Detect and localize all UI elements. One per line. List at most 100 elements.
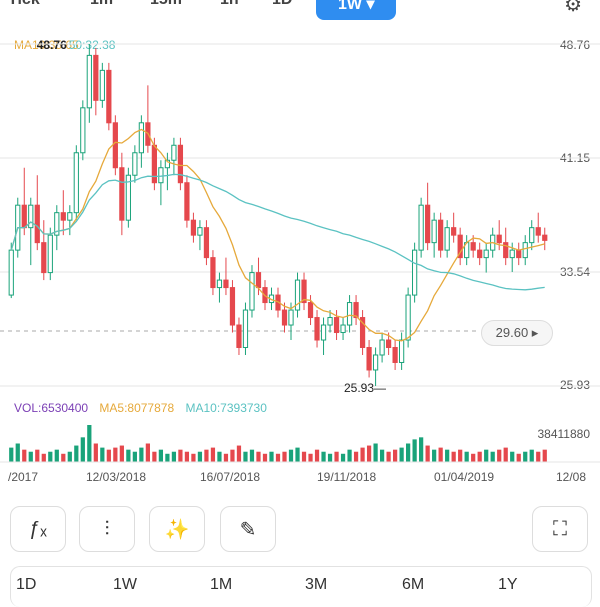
volume-bar xyxy=(536,451,541,462)
candle-down xyxy=(21,204,27,229)
range-1y[interactable]: 1Y xyxy=(498,576,518,593)
tab-1m[interactable]: 1m xyxy=(90,0,113,9)
volume-bar xyxy=(366,445,372,462)
volume-bar xyxy=(113,447,118,462)
volume-bar xyxy=(152,451,157,462)
candle-down xyxy=(106,69,112,124)
candle-up xyxy=(197,227,203,236)
volume-bar xyxy=(458,449,463,462)
volume-bar xyxy=(236,445,242,462)
candle-up xyxy=(340,324,346,334)
candle-up xyxy=(294,279,301,311)
gear-icon[interactable]: ⚙ xyxy=(564,0,582,16)
volume-bar xyxy=(126,449,131,462)
volume-bar xyxy=(301,451,307,462)
volume-bar xyxy=(22,449,27,462)
candlestick-chart[interactable] xyxy=(0,0,600,470)
candle-up xyxy=(28,204,34,229)
fullscreen-button[interactable]: ⛶ xyxy=(532,506,588,552)
candle-down xyxy=(359,317,366,349)
volume-bar xyxy=(425,445,430,462)
volume-bar xyxy=(191,453,196,462)
volume-bar xyxy=(438,447,443,462)
candle-down xyxy=(93,54,99,101)
volume-bar xyxy=(360,447,365,462)
volume-bar xyxy=(321,451,326,462)
candle-up xyxy=(399,339,405,363)
candle-up xyxy=(249,272,255,311)
candle-down xyxy=(314,317,320,341)
range-1d[interactable]: 1D xyxy=(16,576,37,593)
candle-up xyxy=(67,212,73,221)
candle-down xyxy=(41,242,47,274)
volume-bar xyxy=(9,447,14,462)
vol-ma5: MA5:8077878 xyxy=(99,401,175,415)
range-3m[interactable]: 3M xyxy=(305,576,328,593)
candle-down xyxy=(353,302,359,319)
volume-bar xyxy=(373,443,378,462)
volume-bar xyxy=(217,451,222,462)
tab-1w[interactable]: 1W ▾ xyxy=(316,0,397,20)
last-price-pill[interactable]: 29.60 ▸ xyxy=(481,320,553,346)
draw-button[interactable]: ✎ xyxy=(220,506,276,552)
date-label: 12/08 xyxy=(556,470,587,484)
volume-bar xyxy=(503,447,508,462)
volume-bar xyxy=(197,451,203,462)
volume-bar xyxy=(230,449,235,462)
range-6m[interactable]: 6M xyxy=(402,576,425,593)
range-1w[interactable]: 1W xyxy=(113,576,137,593)
volume-bar xyxy=(406,443,411,462)
candle-down xyxy=(112,122,118,169)
volume-bar xyxy=(35,449,40,462)
candle-down xyxy=(223,279,229,289)
range-selector xyxy=(10,566,592,607)
candle-down xyxy=(457,234,463,259)
volume-bar xyxy=(28,451,33,462)
min-price-label: 25.93— xyxy=(344,381,387,395)
candle-down xyxy=(236,324,242,349)
volume-bar xyxy=(243,451,248,462)
volume-bar xyxy=(132,451,137,462)
candle-up xyxy=(47,234,53,274)
candle-type-button[interactable]: ⫶ xyxy=(79,506,135,552)
candle-down xyxy=(392,347,398,363)
candle-down xyxy=(255,272,262,289)
volume-bar xyxy=(61,453,66,462)
volume-bar xyxy=(269,451,274,462)
volume-bar xyxy=(87,425,92,462)
candle-up xyxy=(320,324,327,341)
volume-bar xyxy=(510,451,515,462)
tab-1d[interactable]: 1D xyxy=(272,0,292,9)
tab-tick[interactable]: Tick xyxy=(8,0,40,9)
volume-bar xyxy=(262,453,268,462)
volume-bar xyxy=(67,451,72,462)
volume-bar xyxy=(145,443,150,462)
volume-bar xyxy=(445,449,450,462)
ma-legend: MA10:35.6548.76 50:32.38 xyxy=(14,38,117,52)
volume-bar xyxy=(184,451,190,462)
range-1m[interactable]: 1M xyxy=(210,576,233,593)
candle-up xyxy=(125,174,131,221)
volume-bar xyxy=(249,449,255,462)
candle-up xyxy=(164,159,171,169)
candle-up xyxy=(431,219,437,244)
volume-bar xyxy=(100,447,105,462)
candle-up xyxy=(444,227,450,251)
volume-bar xyxy=(516,453,521,462)
candle-up xyxy=(529,227,535,244)
candle-down xyxy=(451,227,457,236)
tab-1h[interactable]: 1h xyxy=(220,0,239,9)
candle-up xyxy=(138,122,144,154)
candle-up xyxy=(216,279,223,289)
volume-bar xyxy=(386,451,391,462)
vol-ma10: MA10:7393730 xyxy=(185,401,267,415)
candle-down xyxy=(203,227,210,259)
ma10-value: MA10:35.65 xyxy=(14,38,79,52)
candle-up xyxy=(8,249,14,296)
candle-down xyxy=(496,234,502,244)
indicator-button[interactable]: ƒₓ xyxy=(10,506,66,552)
tab-15m[interactable]: 15m xyxy=(150,0,182,9)
ai-analysis-button[interactable]: ✨ xyxy=(149,506,205,552)
candle-down xyxy=(366,347,372,371)
volume-bar xyxy=(353,451,359,462)
